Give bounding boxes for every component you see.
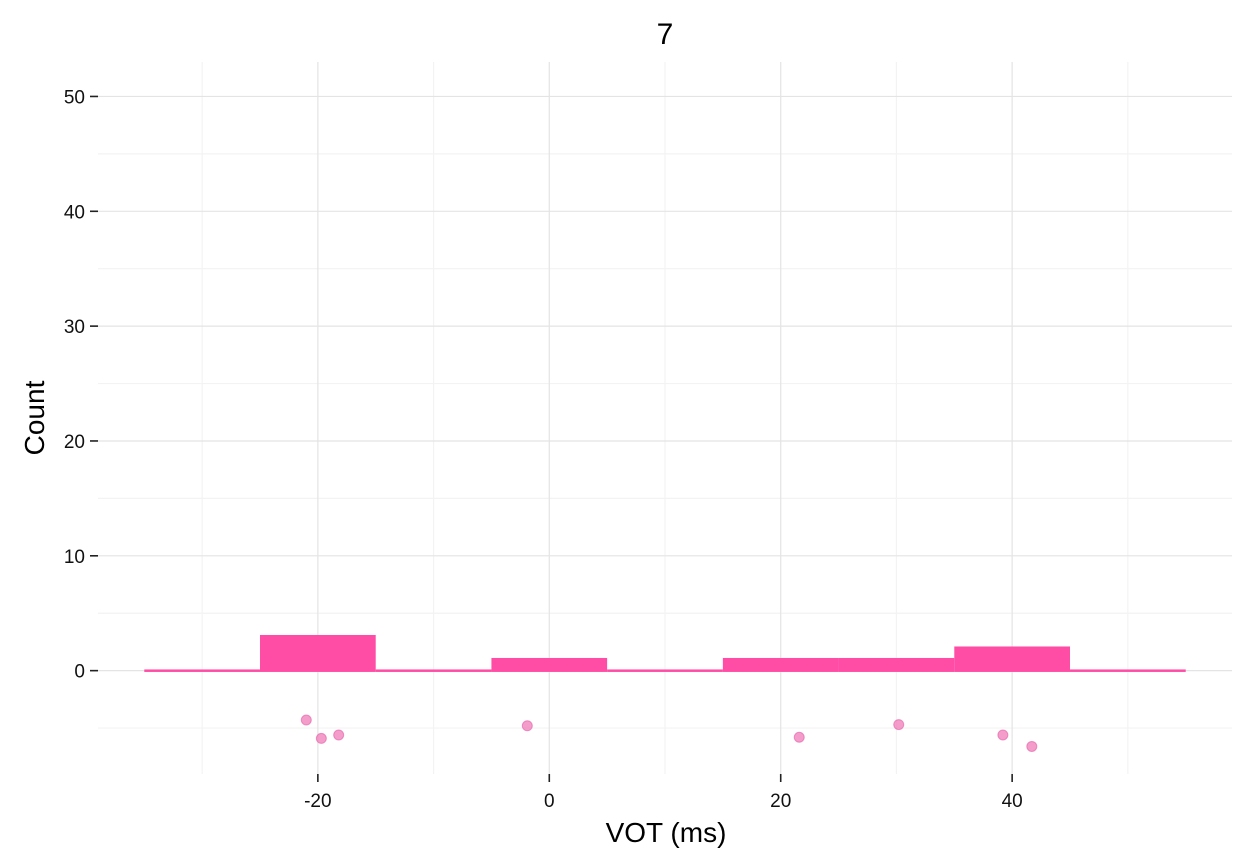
- data-point: [333, 729, 345, 741]
- y-tick-label: 30: [64, 317, 85, 338]
- y-tick-label: 20: [64, 432, 85, 453]
- x-tick-label: 0: [544, 791, 555, 812]
- y-tick-label: 10: [64, 547, 85, 568]
- y-axis: 0 10 20 30 40 50: [64, 87, 98, 683]
- x-axis: -20 0 20 40: [304, 774, 1023, 812]
- histogram-bar: [954, 646, 1070, 672]
- histogram-bars: [144, 634, 1186, 672]
- y-axis-label: Count: [19, 380, 50, 455]
- data-point: [793, 731, 805, 743]
- x-tick-label: 20: [770, 791, 791, 812]
- major-gridlines: [98, 62, 1232, 774]
- minor-gridlines: [98, 62, 1232, 774]
- data-point: [521, 720, 533, 732]
- y-tick-label: 0: [74, 662, 85, 683]
- x-axis-label: VOT (ms): [606, 817, 727, 848]
- histogram-bar: [375, 669, 492, 672]
- chart-title: 7: [657, 18, 674, 51]
- histogram-bar: [1070, 669, 1186, 672]
- histogram-bar: [838, 657, 955, 672]
- jitter-points: [300, 714, 1038, 752]
- data-point: [1026, 740, 1038, 752]
- data-point: [315, 732, 327, 744]
- x-tick-label: -20: [304, 791, 331, 812]
- y-tick-label: 40: [64, 202, 85, 223]
- x-tick-label: 40: [1002, 791, 1023, 812]
- data-point: [997, 729, 1009, 741]
- histogram-bar: [260, 634, 376, 672]
- histogram-bar: [722, 657, 839, 672]
- data-point: [893, 719, 905, 731]
- histogram-bar: [607, 669, 723, 672]
- data-point: [300, 714, 312, 726]
- y-tick-label: 50: [64, 87, 85, 108]
- histogram-bar: [491, 657, 608, 672]
- histogram-bar: [144, 669, 260, 672]
